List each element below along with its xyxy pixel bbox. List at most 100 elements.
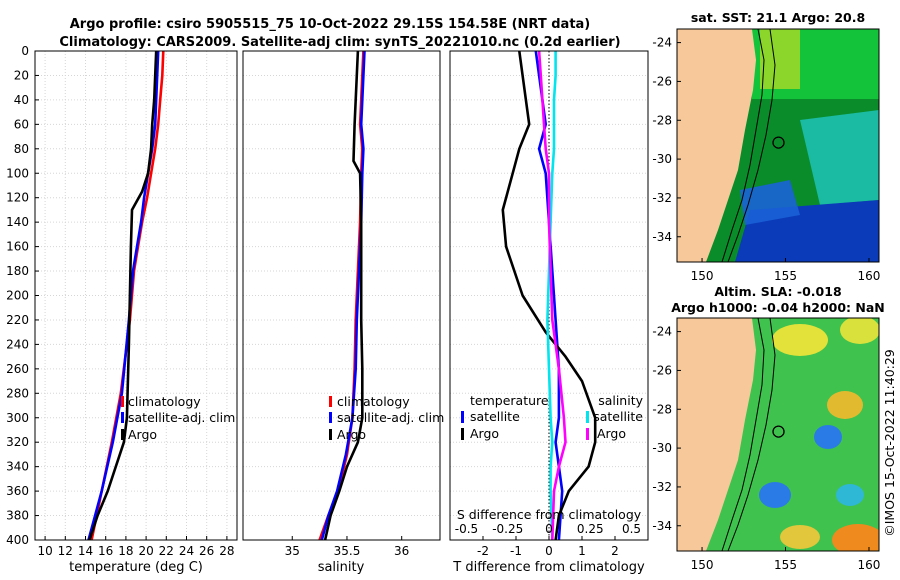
y-tick-label: 380 xyxy=(6,509,29,523)
map-y-tick-label: -24 xyxy=(652,325,672,339)
map-y-tick-label: -28 xyxy=(652,113,672,127)
salinity-xlabel: salinity xyxy=(318,560,365,575)
series-line-s-argo xyxy=(537,51,567,540)
sst-depth-contour xyxy=(727,29,776,262)
figure-title-line1: Argo profile: csiro 5905515_75 10-Oct-20… xyxy=(70,17,591,32)
sst-float-marker xyxy=(772,136,785,149)
map-x-tick-label: 150 xyxy=(691,269,714,283)
salinity-axes-frame xyxy=(242,50,441,541)
x-tick-label: 35.5 xyxy=(334,544,361,558)
y-tick-label: 340 xyxy=(6,460,29,474)
y-tick-label: 40 xyxy=(14,93,29,107)
x-tick-label: 14 xyxy=(78,544,93,558)
map-y-tick-label: -30 xyxy=(652,441,672,455)
sst-map-frame xyxy=(676,28,880,263)
t-difference-xlabel: T difference from climatology xyxy=(452,560,645,575)
x-tick-label: 35 xyxy=(285,544,300,558)
sst-land xyxy=(677,29,756,262)
legend-label-s-satellite: satellite xyxy=(593,409,643,424)
x-tick-label: 10 xyxy=(37,544,52,558)
map-y-tick-label: -34 xyxy=(652,519,672,533)
series-line-argo xyxy=(88,51,158,540)
legend-swatch-climatology xyxy=(121,396,124,407)
salinity-panel: 35 35.5 36 salinity climatology satellite-… xyxy=(242,50,444,575)
x-tick-label: 12 xyxy=(58,544,73,558)
y-tick-label: 80 xyxy=(14,142,29,156)
x-tick-label: 24 xyxy=(179,544,194,558)
legend-swatch-t-satellite xyxy=(461,411,464,423)
legend-title-salinity: salinity xyxy=(598,393,643,408)
sst-map: sat. SST: 21.1 Argo: 20.8 -24 -26 -28 -30 -3… xyxy=(652,10,880,283)
s-difference-tick-label: 0 xyxy=(545,522,553,536)
sst-map-title: sat. SST: 21.1 Argo: 20.8 xyxy=(691,10,865,25)
legend-swatch-argo xyxy=(121,429,124,440)
y-tick-label: 0 xyxy=(21,44,29,58)
map-y-tick-label: -26 xyxy=(652,363,672,377)
series-line-argo xyxy=(323,51,364,540)
sst-shelf-contour xyxy=(721,29,765,262)
y-tick-label: 180 xyxy=(6,264,29,278)
sst-warm-core xyxy=(760,29,800,89)
sla-high-5 xyxy=(780,525,820,549)
s-difference-label: S difference from climatology xyxy=(457,507,642,522)
map-y-tick-label: -30 xyxy=(652,152,672,166)
legend-swatch-satellite xyxy=(329,412,332,423)
temperature-xlabel: temperature (deg C) xyxy=(69,560,203,575)
y-tick-label: 200 xyxy=(6,289,29,303)
map-x-tick-label: 150 xyxy=(691,558,714,572)
difference-legend: temperature satellite Argo salinity sate… xyxy=(461,393,644,441)
legend-label-argo: Argo xyxy=(128,427,157,442)
sst-cool-patch xyxy=(800,110,879,205)
legend-label-argo: Argo xyxy=(337,427,366,442)
y-tick-label: 320 xyxy=(6,435,29,449)
y-tick-label: 360 xyxy=(6,484,29,498)
sla-land xyxy=(677,318,756,551)
sla-high-3 xyxy=(827,391,863,419)
sla-high-2 xyxy=(840,318,879,344)
legend-label-s-argo: Argo xyxy=(597,426,626,441)
legend-label-climatology: climatology xyxy=(128,394,201,409)
y-tick-label: 220 xyxy=(6,313,29,327)
legend-title-temperature: temperature xyxy=(470,393,549,408)
temperature-panel: 0 20 40 60 80 100 120 140 160 180 200 220 240 260 280 3… xyxy=(6,44,238,575)
x-tick-label: 16 xyxy=(98,544,113,558)
map-y-tick-label: -26 xyxy=(652,74,672,88)
sla-map-title-line1: Altim. SLA: -0.018 xyxy=(714,284,841,299)
x-tick-label: 1 xyxy=(578,544,586,558)
sla-depth-contour xyxy=(727,318,776,551)
x-tick-label: 18 xyxy=(118,544,133,558)
map-y-tick-label: -28 xyxy=(652,402,672,416)
y-tick-label: 120 xyxy=(6,191,29,205)
legend-swatch-satellite xyxy=(121,412,124,423)
sla-low-1 xyxy=(814,425,842,449)
legend-swatch-argo xyxy=(329,429,332,440)
y-tick-label: 60 xyxy=(14,117,29,131)
x-tick-label: -1 xyxy=(510,544,522,558)
map-x-tick-label: 160 xyxy=(858,558,881,572)
x-tick-label: 26 xyxy=(199,544,214,558)
y-tick-label: 240 xyxy=(6,337,29,351)
y-tick-label: 100 xyxy=(6,166,29,180)
legend-swatch-t-argo xyxy=(461,428,464,440)
sla-map-frame xyxy=(676,317,880,552)
s-difference-tick-label: -0.25 xyxy=(492,522,523,536)
map-x-tick-label: 155 xyxy=(774,558,797,572)
legend-label-satellite: satellite-adj. clim xyxy=(128,410,235,425)
figure-title-line2: Climatology: CARS2009. Satellite-adj cli… xyxy=(59,35,620,50)
sst-cold-eddy xyxy=(740,180,800,225)
x-tick-label: 22 xyxy=(159,544,174,558)
x-tick-label: -2 xyxy=(477,544,489,558)
map-y-tick-label: -34 xyxy=(652,230,672,244)
salinity-legend: climatology satellite-adj. clim Argo xyxy=(329,394,444,442)
series-line-t-argo xyxy=(501,51,597,540)
map-y-tick-label: -32 xyxy=(652,191,672,205)
series-line-s-satellite xyxy=(546,51,557,540)
sla-float-marker xyxy=(772,425,785,438)
temperature-legend: climatology satellite-adj. clim Argo xyxy=(121,394,235,442)
y-tick-label: 140 xyxy=(6,215,29,229)
y-tick-label: 400 xyxy=(6,533,29,547)
s-difference-tick-label: -0.5 xyxy=(455,522,478,536)
y-tick-label: 20 xyxy=(14,68,29,82)
sla-map: Altim. SLA: -0.018 Argo h1000: -0.04 h20… xyxy=(652,284,884,572)
